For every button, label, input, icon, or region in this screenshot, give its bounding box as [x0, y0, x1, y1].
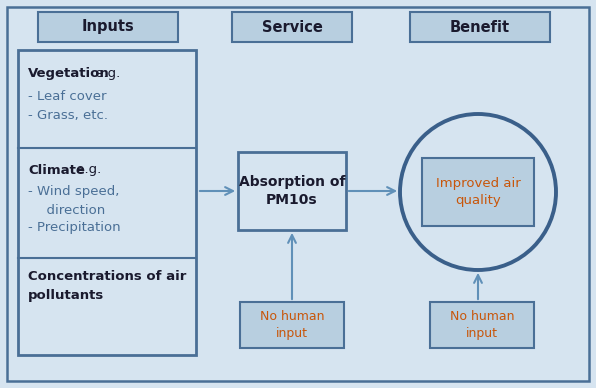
Text: Absorption of
PM10s: Absorption of PM10s — [239, 175, 345, 207]
Text: - Precipitation: - Precipitation — [28, 222, 120, 234]
Text: Improved air
quality: Improved air quality — [436, 177, 520, 207]
FancyBboxPatch shape — [232, 12, 352, 42]
FancyBboxPatch shape — [240, 302, 344, 348]
Text: direction: direction — [38, 203, 105, 217]
Text: Vegetation: Vegetation — [28, 66, 110, 80]
Text: Benefit: Benefit — [450, 19, 510, 35]
FancyBboxPatch shape — [38, 12, 178, 42]
Text: pollutants: pollutants — [28, 289, 104, 303]
FancyBboxPatch shape — [7, 7, 589, 381]
Text: Concentrations of air: Concentrations of air — [28, 270, 187, 282]
Text: - Grass, etc.: - Grass, etc. — [28, 109, 108, 123]
Text: - Wind speed,: - Wind speed, — [28, 185, 119, 199]
Text: Service: Service — [262, 19, 322, 35]
Text: Inputs: Inputs — [82, 19, 134, 35]
FancyBboxPatch shape — [430, 302, 534, 348]
FancyBboxPatch shape — [18, 50, 196, 355]
FancyBboxPatch shape — [410, 12, 550, 42]
FancyBboxPatch shape — [422, 158, 534, 226]
Text: Climate: Climate — [28, 163, 85, 177]
Text: e.g.: e.g. — [91, 66, 120, 80]
Text: - Leaf cover: - Leaf cover — [28, 90, 107, 102]
Text: No human
input: No human input — [260, 310, 324, 340]
FancyBboxPatch shape — [238, 152, 346, 230]
Circle shape — [400, 114, 556, 270]
Text: e.g.: e.g. — [72, 163, 101, 177]
Text: No human
input: No human input — [450, 310, 514, 340]
